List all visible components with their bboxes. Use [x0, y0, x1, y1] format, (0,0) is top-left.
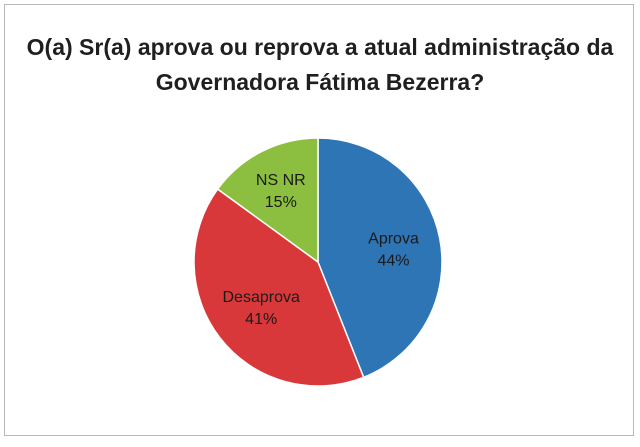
chart-title-line-1: O(a) Sr(a) aprova ou reprova a atual adm… [26, 34, 614, 60]
pie-slice-desaprova [193, 188, 365, 387]
slice-label-ns-nr: NS NR [256, 172, 306, 189]
slice-label-desaprova: Desaprova [223, 289, 300, 306]
slice-value-desaprova: 41% [245, 311, 277, 328]
slice-label-aprova: Aprova [368, 231, 419, 248]
slice-value-aprova: 44% [377, 253, 409, 270]
chart-title-line-2: Governadora Fátima Bezerra? [155, 69, 485, 95]
pie-slice-aprova [317, 137, 443, 379]
chart-title: O(a) Sr(a) aprova ou reprova a atual adm… [0, 30, 640, 100]
pie-slice-ns-nr [216, 137, 319, 264]
slice-value-ns-nr: 15% [265, 194, 297, 211]
